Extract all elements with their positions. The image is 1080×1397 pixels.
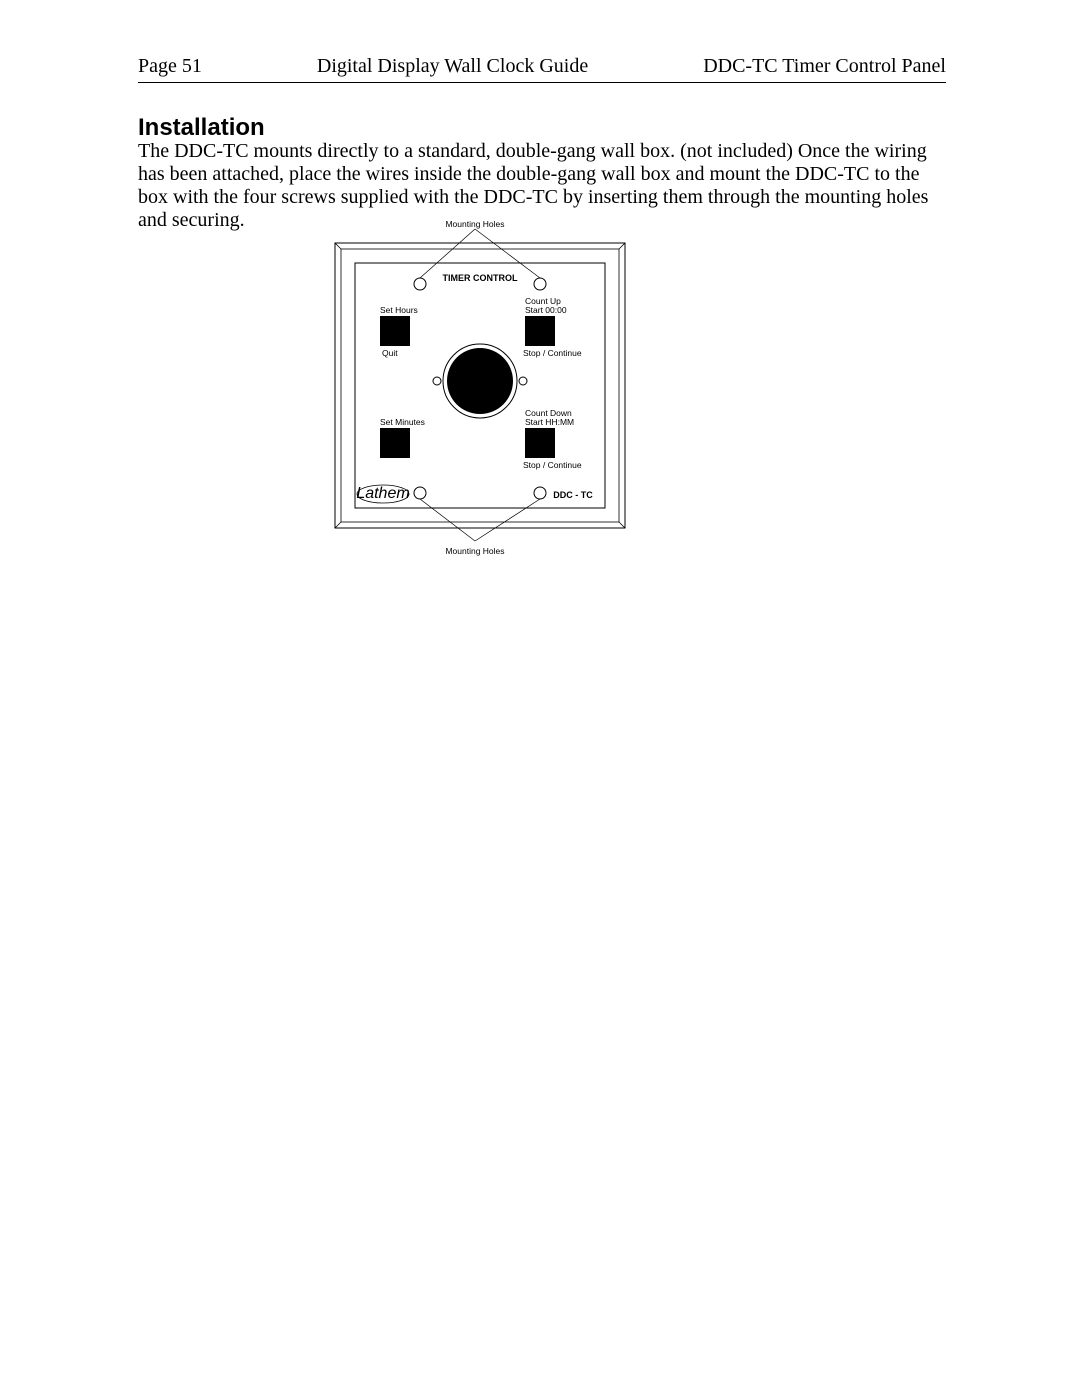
start-0000-label: Start 00:00 <box>525 305 567 315</box>
stop-continue-1-label: Stop / Continue <box>523 348 582 358</box>
model-label: DDC - TC <box>553 490 593 500</box>
doc-section: DDC-TC Timer Control Panel <box>703 55 946 78</box>
doc-title: Digital Display Wall Clock Guide <box>317 55 588 78</box>
header-rule <box>138 82 946 83</box>
start-hhmm-label: Start HH:MM <box>525 417 574 427</box>
set-hours-label: Set Hours <box>380 305 418 315</box>
callout-top-label: Mounting Holes <box>445 221 504 229</box>
section-heading: Installation <box>138 114 265 142</box>
callout-bottom-label: Mounting Holes <box>445 546 504 556</box>
brand-logo: Lathem <box>356 485 409 503</box>
section-body: The DDC-TC mounts directly to a standard… <box>138 140 948 232</box>
svg-text:Lathem: Lathem <box>356 485 409 502</box>
set-minutes-label: Set Minutes <box>380 417 425 427</box>
panel-diagram: Mounting Holes TIMER CONTROL Set Hours Q… <box>325 221 635 561</box>
page-header: Page 51 Digital Display Wall Clock Guide… <box>138 55 946 78</box>
stop-continue-2-label: Stop / Continue <box>523 460 582 470</box>
page-number: Page 51 <box>138 55 202 78</box>
quit-label: Quit <box>382 348 398 358</box>
panel-title: TIMER CONTROL <box>443 273 518 283</box>
